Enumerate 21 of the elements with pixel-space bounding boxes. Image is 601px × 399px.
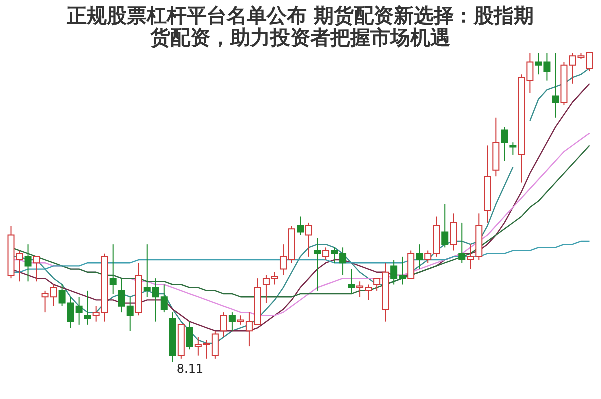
- candlestick: [442, 204, 449, 248]
- candlestick: [306, 222, 313, 258]
- candlestick: [322, 247, 330, 261]
- candlestick: [110, 244, 117, 295]
- chart-title: 正规股票杠杆平台名单公布 期货配资新选择：股指期货配资，助力投资者把握市场机遇: [66, 4, 534, 50]
- candlestick: [297, 216, 304, 236]
- candlestick: [24, 244, 32, 282]
- candlestick: [348, 268, 356, 295]
- candlestick: [314, 238, 322, 292]
- candlestick: [220, 312, 228, 338]
- candlestick: [510, 142, 517, 156]
- candlestick: [450, 213, 458, 252]
- candlestick: [84, 290, 92, 326]
- candlestick: [458, 222, 466, 264]
- candlestick: [228, 312, 236, 332]
- candlestick: [186, 321, 194, 350]
- candlestick: [501, 126, 508, 162]
- candlestick: [552, 52, 560, 118]
- candlestick: [416, 244, 424, 270]
- candlestick: [33, 256, 40, 282]
- annotation: 8.11: [176, 362, 204, 376]
